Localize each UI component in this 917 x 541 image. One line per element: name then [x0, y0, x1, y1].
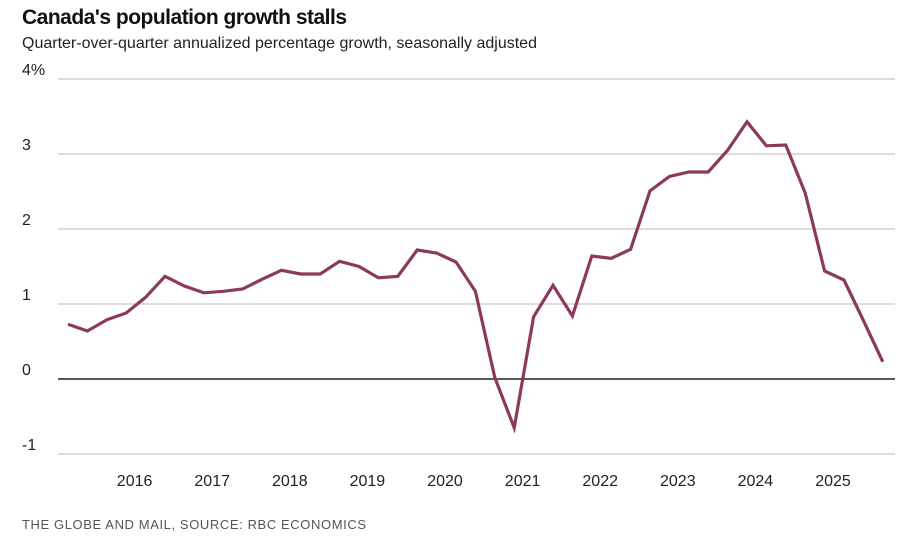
y-tick-label: 4% — [22, 62, 45, 79]
x-tick-label: 2025 — [815, 473, 851, 490]
x-tick-label: 2018 — [272, 473, 308, 490]
chart-title: Canada's population growth stalls — [22, 6, 347, 29]
series-line — [67, 119, 885, 434]
x-tick-label: 2020 — [427, 473, 463, 490]
y-tick-label: 2 — [22, 212, 31, 229]
x-tick-label: 2023 — [660, 473, 696, 490]
x-tick-label: 2016 — [117, 473, 153, 490]
x-tick-label: 2019 — [350, 473, 386, 490]
y-tick-label: 0 — [22, 362, 31, 379]
y-tick-label: 1 — [22, 287, 31, 304]
chart-subtitle: Quarter-over-quarter annualized percenta… — [22, 35, 537, 52]
y-tick-label: 3 — [22, 137, 31, 154]
x-tick-label: 2021 — [505, 473, 541, 490]
x-tick-label: 2022 — [582, 473, 618, 490]
y-tick-label: -1 — [22, 437, 36, 454]
x-tick-label: 2017 — [194, 473, 230, 490]
source-note: THE GLOBE AND MAIL, SOURCE: RBC ECONOMIC… — [22, 517, 367, 532]
x-tick-label: 2024 — [738, 473, 774, 490]
